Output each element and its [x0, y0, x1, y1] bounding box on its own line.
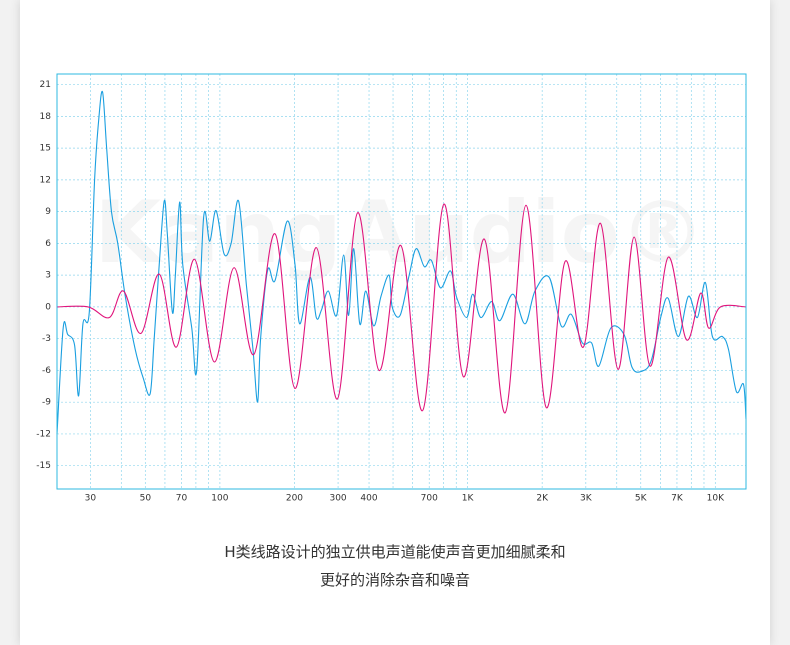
x-tick-label: 100: [211, 494, 228, 504]
y-tick-label: 21: [40, 80, 51, 90]
y-tick-label: 15: [40, 144, 51, 154]
x-tick-label: 700: [421, 494, 438, 504]
y-tick-label: -6: [42, 366, 51, 376]
x-tick-label: 30: [85, 494, 97, 504]
x-tick-label: 2K: [536, 494, 549, 504]
watermark: KangAudio®: [94, 183, 705, 283]
x-tick-label: 400: [360, 494, 377, 504]
x-tick-label: 70: [176, 494, 188, 504]
y-tick-label: 9: [45, 207, 51, 217]
y-tick-label: 6: [45, 239, 51, 249]
x-tick-label: 300: [329, 494, 346, 504]
y-tick-label: -3: [42, 334, 51, 344]
caption: H类线路设计的独立供电声道能使声音更加细腻柔和: [224, 543, 565, 561]
x-tick-label: 50: [140, 494, 152, 504]
y-tick-label: -12: [36, 429, 51, 439]
y-tick-label: -15: [36, 461, 51, 471]
series-line: [56, 90, 747, 434]
x-tick-label: 200: [286, 494, 303, 504]
x-tick-label: 10K: [707, 494, 725, 504]
y-tick-label: 18: [40, 112, 52, 122]
series-line: [56, 203, 747, 414]
x-tick-label: 1K: [462, 494, 475, 504]
caption: 更好的消除杂音和噪音: [320, 571, 470, 589]
x-tick-label: 3K: [580, 494, 593, 504]
x-tick-label: 5K: [635, 494, 648, 504]
y-tick-label: 12: [40, 175, 51, 185]
y-tick-label: 3: [45, 271, 51, 281]
plot-border: [56, 73, 747, 490]
y-tick-label: -9: [42, 398, 51, 408]
x-tick-label: 7K: [671, 494, 684, 504]
y-tick-label: 0: [45, 302, 51, 312]
